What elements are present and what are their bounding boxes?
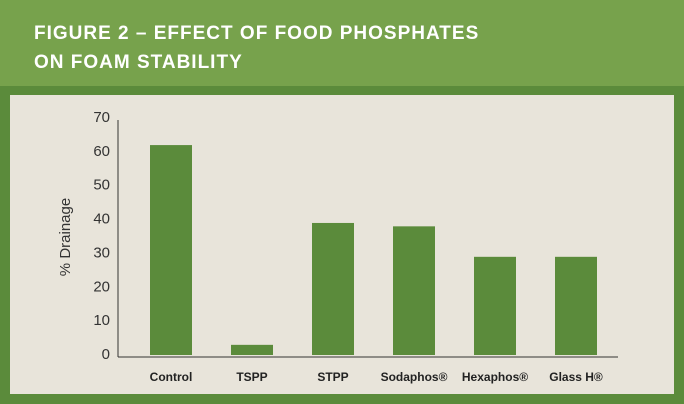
x-tick-label: Glass H® xyxy=(549,370,603,384)
y-tick-label: 20 xyxy=(93,278,110,295)
bar xyxy=(555,256,597,355)
bar xyxy=(393,226,435,355)
y-tick-label: 10 xyxy=(93,312,110,329)
x-tick-label: STPP xyxy=(317,370,348,384)
y-tick-label: 40 xyxy=(93,211,110,228)
x-tick-label: Control xyxy=(150,370,193,384)
header xyxy=(0,0,684,86)
x-tick-label: Sodaphos® xyxy=(381,370,448,384)
y-tick-label: 0 xyxy=(102,346,110,363)
bar xyxy=(474,256,516,355)
bar xyxy=(312,222,354,355)
y-tick-label: 30 xyxy=(93,244,110,261)
y-tick-label: 70 xyxy=(93,109,110,126)
chart-title: FIGURE 2 – EFFECT OF FOOD PHOSPHATES xyxy=(34,23,479,44)
x-tick-label: Hexaphos® xyxy=(462,370,528,384)
y-tick-label: 60 xyxy=(93,143,110,160)
y-tick-label: 50 xyxy=(93,177,110,194)
chart-title: ON FOAM STABILITY xyxy=(34,52,243,73)
bar xyxy=(231,344,273,355)
bar xyxy=(150,145,192,355)
y-axis-label: % Drainage xyxy=(57,198,74,276)
x-tick-label: TSPP xyxy=(236,370,267,384)
